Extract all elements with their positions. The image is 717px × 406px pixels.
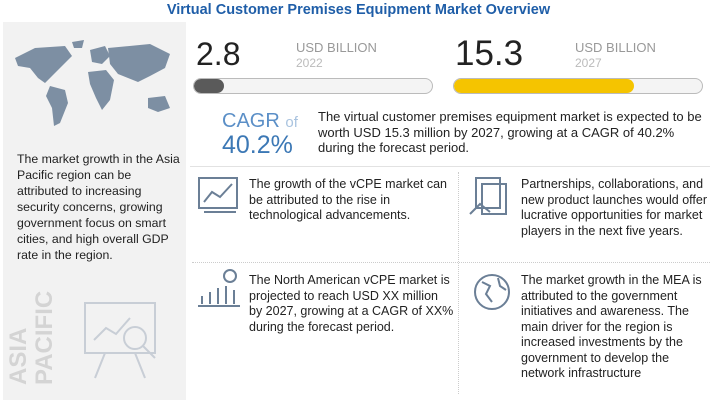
insight-text: Partnerships, collaborations, and new pr… (521, 177, 707, 238)
cagr-label: CAGR of (222, 110, 298, 133)
metric-unit: USD BILLION (575, 40, 656, 55)
world-map (15, 40, 170, 126)
region-text: The market growth in the Asia Pacific re… (17, 152, 180, 262)
cagr-text: The virtual customer premises equipment … (318, 109, 702, 155)
globe-icon (474, 274, 510, 310)
progress-bar (453, 78, 703, 94)
title: Virtual Customer Premises Equipment Mark… (166, 2, 551, 18)
region-label-line: ASIA (5, 327, 32, 385)
market-icon (198, 269, 240, 307)
progress-bar (193, 78, 433, 94)
insight-text: The North American vCPE market is projec… (249, 273, 454, 334)
metric-value: 2.8 (196, 36, 241, 72)
cagr-of: of (285, 114, 298, 131)
divider (192, 262, 710, 263)
metric-value: 15.3 (455, 34, 524, 73)
metric-year: 2022 (296, 56, 323, 70)
insight-text: The growth of the vCPE market can be att… (249, 177, 448, 222)
insight-text: The market growth in the MEA is attribut… (521, 273, 702, 380)
cagr-word: CAGR (222, 110, 280, 132)
cagr-value: 40.2% (222, 131, 293, 159)
growth-icon (198, 177, 238, 213)
presentation-icon (84, 302, 156, 379)
divider (458, 172, 459, 394)
region-label: ASIA PACIFIC (5, 290, 58, 385)
metric-unit: USD BILLION (296, 40, 377, 55)
region-label-line: PACIFIC (31, 290, 58, 385)
partnership-icon (469, 177, 507, 215)
metric-year: 2027 (575, 56, 602, 70)
divider (190, 166, 710, 167)
